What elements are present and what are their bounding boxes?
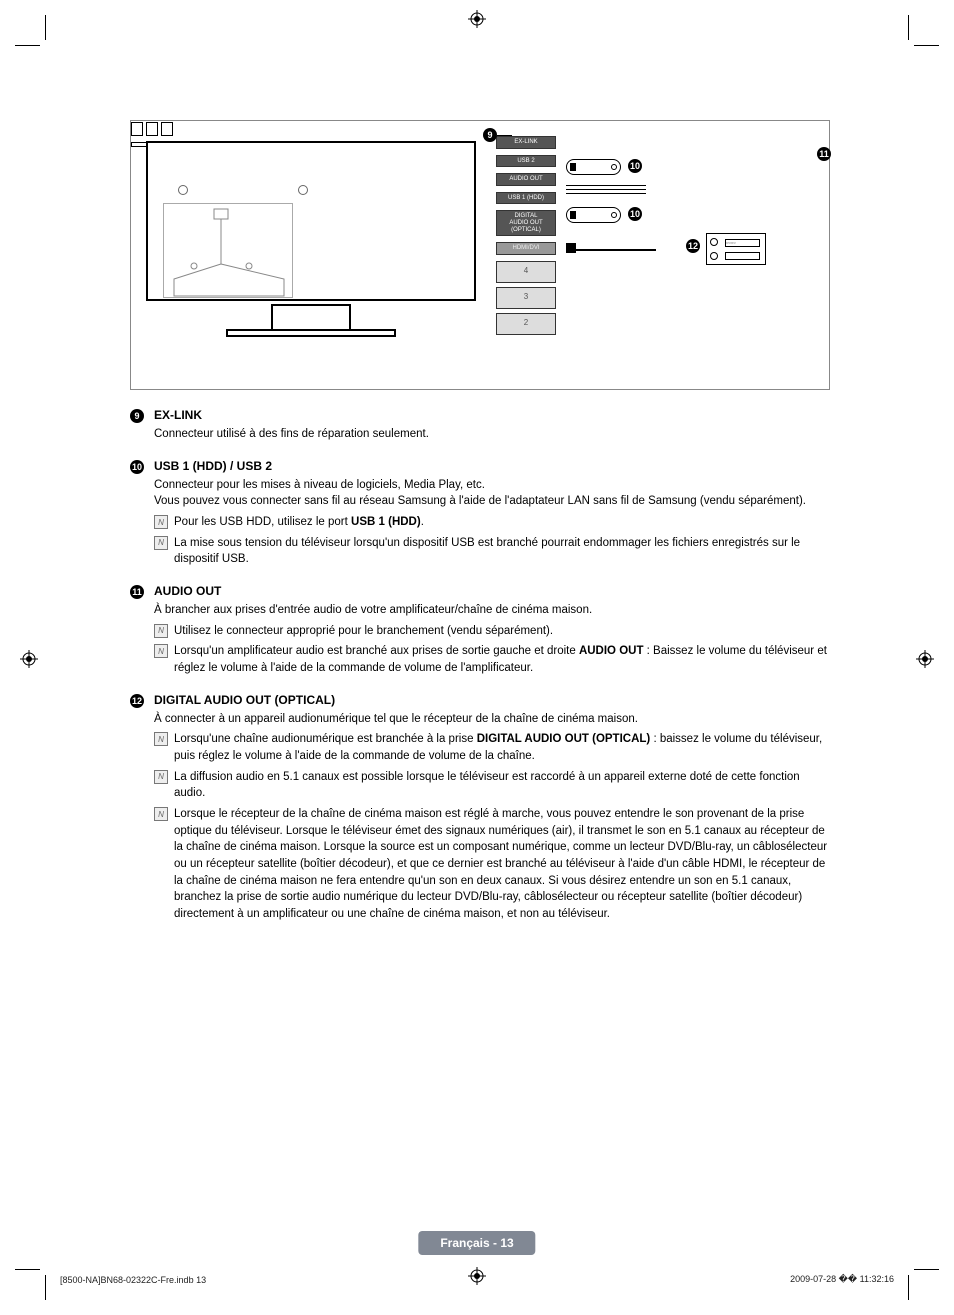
section-description: À brancher aux prises d'entrée audio de …	[154, 602, 830, 619]
section-title: EX-LINK	[154, 408, 830, 422]
av-device-icon	[131, 121, 173, 137]
crop-mark	[45, 15, 46, 40]
section-title: DIGITAL AUDIO OUT (OPTICAL)	[154, 693, 830, 707]
section: 12 DIGITAL AUDIO OUT (OPTICAL) À connecter…	[130, 693, 830, 927]
callout-badge: 12	[686, 239, 700, 253]
note-text: Pour les USB HDD, utilisez le port USB 1…	[174, 514, 830, 531]
amplifier-icon: ○○○○	[706, 233, 766, 265]
note-row: N Lorsqu'un amplificateur audio est branc…	[154, 643, 830, 676]
note-row: N Lorsqu'une chaîne audionumérique est br…	[154, 731, 830, 764]
port-exlink: EX-LINK	[496, 136, 556, 149]
note-row: N Utilisez le connecteur approprié pour l…	[154, 623, 830, 640]
page-content: EX-LINK USB 2 AUDIO OUT USB 1 (HDD) DIGI…	[130, 120, 830, 939]
note-icon: N	[154, 624, 168, 638]
port-labels: EX-LINK USB 2 AUDIO OUT USB 1 (HDD) DIGI…	[496, 136, 556, 339]
section-description: À connecter à un appareil audionumérique…	[154, 711, 830, 728]
crop-mark	[914, 45, 939, 46]
note-icon: N	[154, 770, 168, 784]
note-text: Utilisez le connecteur approprié pour le…	[174, 623, 830, 640]
registration-mark-icon	[916, 650, 934, 668]
crop-mark	[45, 1275, 46, 1300]
note-row: N Lorsque le récepteur de la chaîne de ci…	[154, 806, 830, 923]
callout-badge: 10	[628, 207, 642, 221]
crop-mark	[908, 1275, 909, 1300]
note-row: N Pour les USB HDD, utilisez le port USB …	[154, 514, 830, 531]
note-row: N La mise sous tension du téléviseur lors…	[154, 535, 830, 568]
footer-filename: [8500-NA]BN68-02322C-Fre.indb 13	[60, 1275, 206, 1285]
crop-mark	[15, 1269, 40, 1270]
callout-badge: 11	[817, 147, 831, 161]
port-num: 2	[496, 313, 556, 335]
note-icon: N	[154, 807, 168, 821]
section-title: AUDIO OUT	[154, 584, 830, 598]
section-description: Connecteur pour les mises à niveau de lo…	[154, 477, 830, 510]
note-text: Lorsque le récepteur de la chaîne de cin…	[174, 806, 830, 923]
audio-cable-icon	[566, 182, 646, 198]
sections-list: 9 EX-LINK Connecteur utilisé à des fins de…	[130, 408, 830, 927]
crop-mark	[914, 1269, 939, 1270]
cable-routing-icon	[164, 204, 294, 299]
page-number-badge: Français - 13	[418, 1231, 535, 1255]
port-hdmi: HDMI/DVI	[496, 242, 556, 255]
usb-connector-icon	[566, 159, 621, 175]
callout-badge: 10	[628, 159, 642, 173]
port-num: 3	[496, 287, 556, 309]
callout-badge: 9	[483, 128, 497, 142]
note-row: N La diffusion audio en 5.1 canaux est po…	[154, 769, 830, 802]
section: 11 AUDIO OUT À brancher aux prises d'entré…	[130, 584, 830, 681]
port-audio-out: AUDIO OUT	[496, 173, 556, 186]
crop-mark	[15, 45, 40, 46]
section: 9 EX-LINK Connecteur utilisé à des fins de…	[130, 408, 830, 447]
connection-diagram: EX-LINK USB 2 AUDIO OUT USB 1 (HDD) DIGI…	[130, 120, 830, 390]
section-number-badge: 10	[130, 460, 144, 474]
section-description: Connecteur utilisé à des fins de réparat…	[154, 426, 830, 443]
footer-timestamp: 2009-07-28 �� 11:32:16	[790, 1274, 894, 1285]
section-title: USB 1 (HDD) / USB 2	[154, 459, 830, 473]
section: 10 USB 1 (HDD) / USB 2 Connecteur pour les…	[130, 459, 830, 572]
port-usb1: USB 1 (HDD)	[496, 192, 556, 205]
registration-mark-icon	[20, 650, 38, 668]
tv-illustration	[146, 141, 476, 301]
note-text: Lorsqu'une chaîne audionumérique est bra…	[174, 731, 830, 764]
note-text: La mise sous tension du téléviseur lorsq…	[174, 535, 830, 568]
optical-cable-icon	[566, 240, 661, 254]
port-usb2: USB 2	[496, 155, 556, 168]
note-text: La diffusion audio en 5.1 canaux est pos…	[174, 769, 830, 802]
registration-mark-icon	[468, 10, 486, 28]
port-num: 4	[496, 261, 556, 283]
note-icon: N	[154, 515, 168, 529]
note-icon: N	[154, 644, 168, 658]
note-text: Lorsqu'un amplificateur audio est branch…	[174, 643, 830, 676]
usb-connector-icon	[566, 207, 621, 223]
crop-mark	[908, 15, 909, 40]
note-icon: N	[154, 732, 168, 746]
registration-mark-icon	[468, 1267, 486, 1285]
section-number-badge: 11	[130, 585, 144, 599]
section-number-badge: 9	[130, 409, 144, 423]
note-icon: N	[154, 536, 168, 550]
port-digital: DIGITAL AUDIO OUT (OPTICAL)	[496, 210, 556, 236]
section-number-badge: 12	[130, 694, 144, 708]
